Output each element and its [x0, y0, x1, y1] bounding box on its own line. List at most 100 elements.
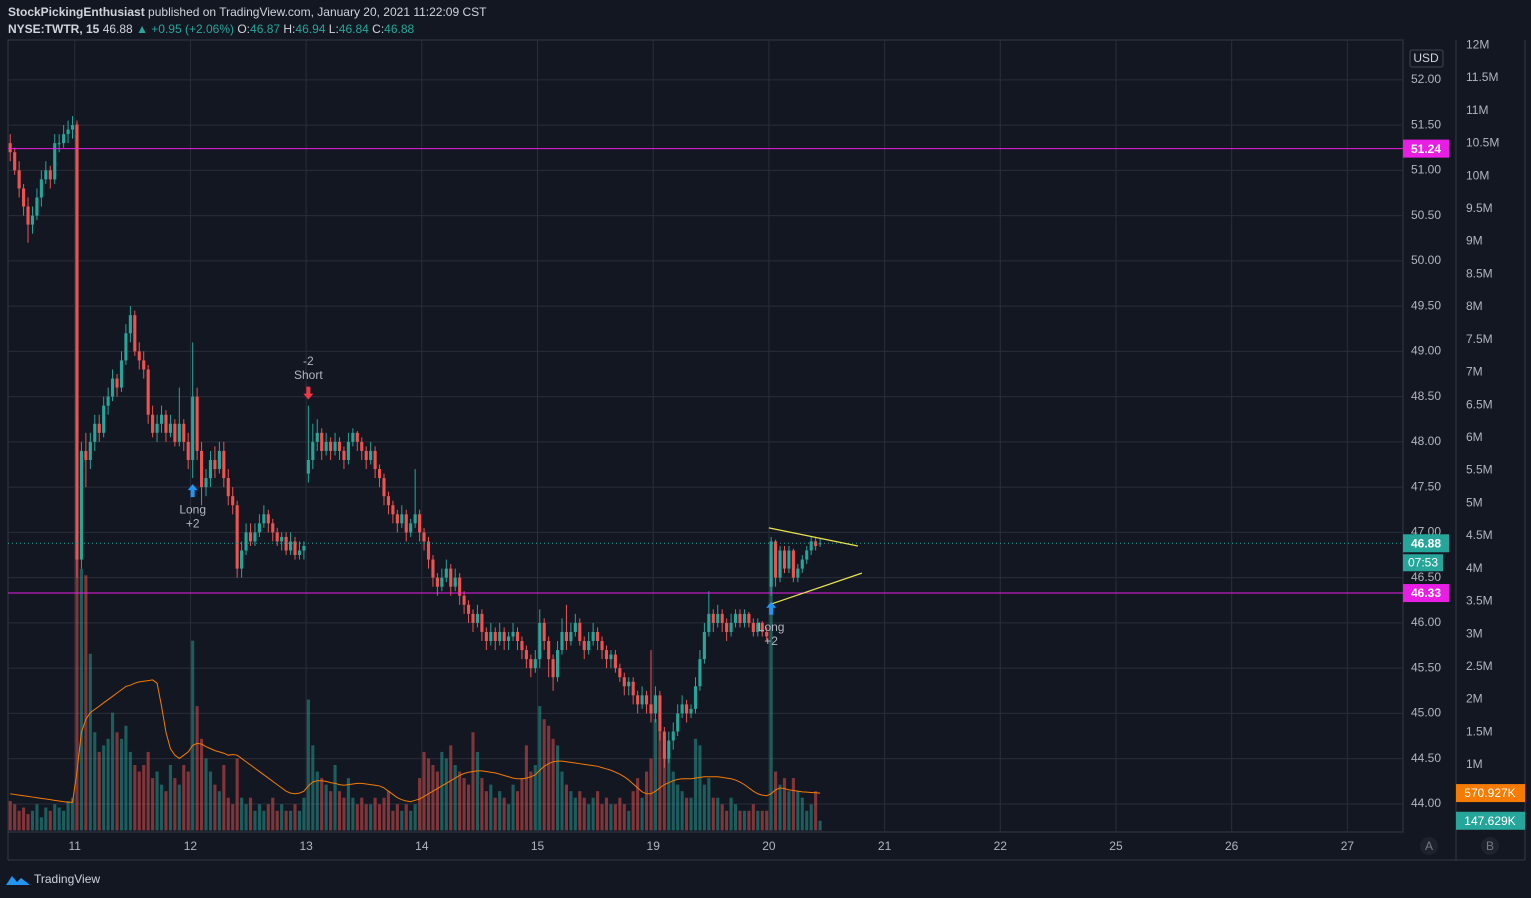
candle-body — [284, 536, 288, 551]
candle-body — [275, 532, 279, 542]
x-tick-label: 14 — [415, 839, 429, 853]
candle-body — [128, 315, 132, 334]
candle-body — [30, 215, 35, 225]
x-tick-label: 25 — [1109, 839, 1123, 853]
volume-bar — [662, 751, 666, 831]
candle-body — [765, 631, 769, 637]
volume-bar — [418, 778, 422, 831]
candle-body — [8, 143, 12, 153]
scale-button[interactable] — [1481, 837, 1499, 855]
volume-bar — [57, 807, 61, 831]
volume-box — [1456, 811, 1525, 830]
candle-body — [644, 695, 649, 705]
volume-tick-label: 4.5M — [1466, 528, 1493, 542]
volume-bar — [333, 764, 337, 831]
candle-body — [742, 613, 746, 623]
candle-body — [524, 650, 528, 660]
x-tick-label: 21 — [878, 839, 892, 853]
scale-button-label[interactable]: B — [1486, 839, 1494, 853]
candle-body — [814, 541, 818, 546]
candle-body — [440, 577, 444, 587]
volume-bar — [667, 758, 671, 831]
volume-bar — [186, 771, 190, 831]
candle-body — [102, 405, 106, 433]
ohlc-label: C: — [372, 22, 385, 36]
volume-tick-label: 11M — [1466, 103, 1488, 117]
volume-bar — [462, 778, 466, 831]
volume-bar — [44, 807, 48, 831]
candle-body — [760, 622, 764, 632]
volume-bar — [377, 804, 382, 831]
candle-body — [182, 423, 186, 442]
volume-bar — [62, 810, 66, 831]
volume-bar — [182, 764, 186, 831]
candle-body — [409, 523, 413, 533]
candle-body — [235, 505, 239, 569]
scale-button-label[interactable]: A — [1425, 839, 1433, 853]
candle-body — [75, 125, 79, 560]
volume-bar — [13, 804, 17, 831]
volume-tick-label: 7.5M — [1466, 332, 1493, 346]
volume-bar — [475, 751, 480, 831]
price-label: 46.33 — [1411, 586, 1441, 600]
volume-bar — [538, 706, 542, 831]
candle-body — [39, 179, 43, 198]
volume-bar — [484, 791, 488, 831]
candle-body — [66, 129, 70, 135]
candle-body — [685, 704, 689, 714]
volume-bar — [30, 810, 35, 831]
volume-bar — [435, 771, 439, 831]
volume-bar — [253, 810, 257, 831]
candle-body — [462, 595, 466, 605]
candle-body — [382, 478, 386, 497]
volume-bar — [805, 810, 809, 831]
candle-body — [289, 541, 293, 551]
volume-bar — [133, 764, 137, 831]
volume-bar — [66, 800, 70, 831]
volume-bar — [400, 810, 404, 831]
volume-bar — [742, 810, 746, 831]
volume-bar — [711, 797, 715, 831]
candle-body — [578, 622, 582, 642]
volume-bar — [618, 797, 622, 831]
volume-bar — [547, 725, 551, 831]
candle-body — [431, 559, 435, 578]
x-tick-label: 19 — [647, 839, 661, 853]
x-tick-label: 13 — [299, 839, 313, 853]
candle-body — [733, 613, 738, 623]
candle-body — [93, 423, 97, 442]
volume-tick-label: 6M — [1466, 430, 1483, 444]
volume-bar — [613, 804, 617, 831]
volume-bar — [551, 738, 555, 831]
candle-body — [17, 170, 21, 189]
candle-body — [306, 459, 310, 474]
last-price-label: 46.88 — [1411, 536, 1441, 550]
volume-bar — [342, 797, 346, 831]
volume-bar — [124, 725, 128, 831]
candle-body — [26, 206, 30, 225]
candle-body — [84, 450, 88, 460]
volume-bar — [756, 810, 760, 831]
volume-bar — [115, 732, 119, 831]
volume-tick-label: 3M — [1466, 626, 1483, 640]
volume-bar — [195, 706, 199, 831]
scale-button[interactable] — [1420, 837, 1438, 855]
candle-body — [560, 631, 564, 651]
volume-bar — [360, 797, 364, 831]
volume-bar — [493, 797, 497, 831]
candle-body — [364, 450, 368, 460]
candle-body — [555, 650, 560, 678]
candle-body — [333, 441, 337, 451]
volume-bar — [53, 804, 57, 831]
logo-icon — [6, 876, 30, 885]
candle-body — [636, 695, 640, 705]
volume-bar — [747, 810, 751, 831]
volume-bar — [591, 797, 595, 831]
candle-body — [13, 152, 17, 171]
volume-bar — [217, 791, 221, 831]
candle-body — [88, 441, 92, 460]
volume-bar — [760, 810, 764, 831]
y-tick-label: 50.00 — [1411, 253, 1441, 267]
x-tick-label: 27 — [1341, 839, 1355, 853]
candle-body — [720, 613, 724, 623]
